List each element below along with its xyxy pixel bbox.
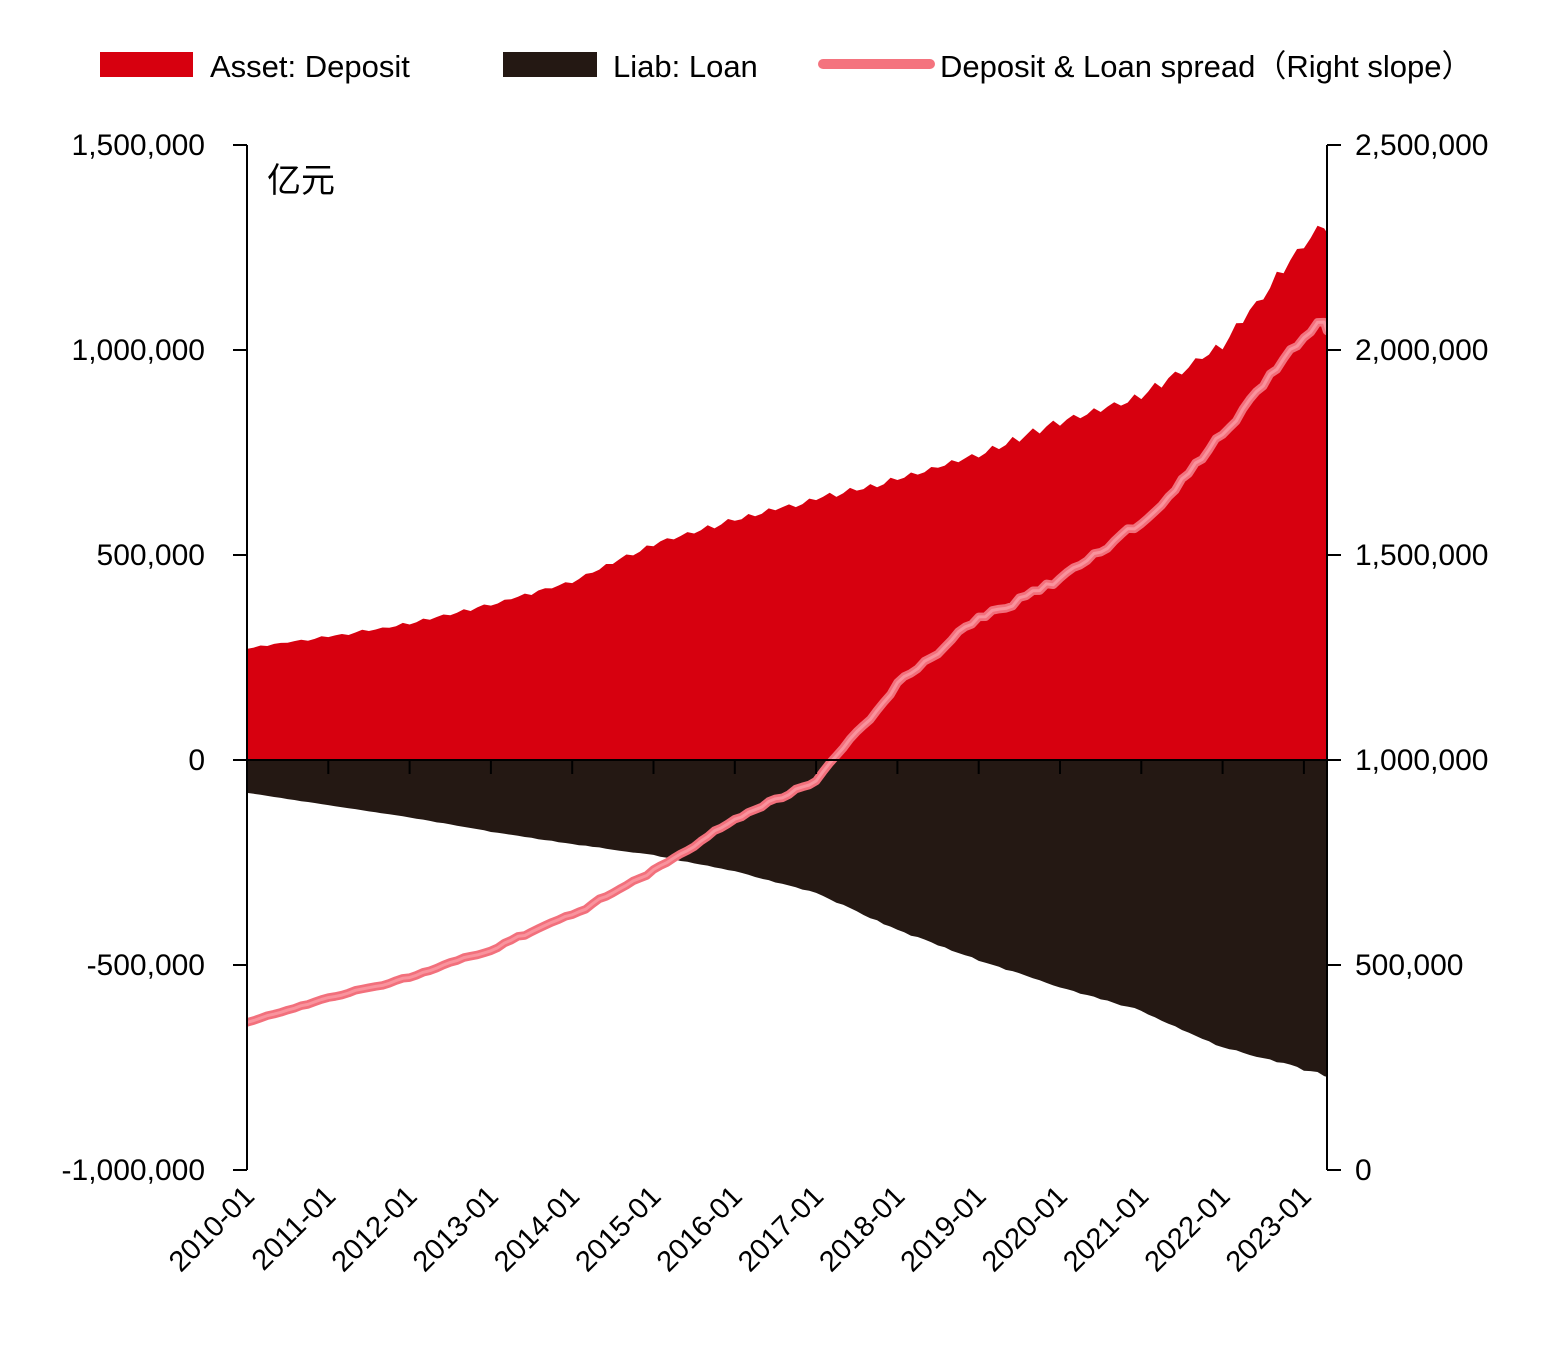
x-tick-label: 2020-01 bbox=[976, 1180, 1074, 1278]
left-tick-label: 1,000,000 bbox=[72, 334, 205, 367]
left-tick-label: 500,000 bbox=[97, 539, 205, 572]
x-tick-label: 2015-01 bbox=[570, 1180, 668, 1278]
legend-label-spread: Deposit & Loan spread（Right slope） bbox=[940, 49, 1472, 84]
plot-area bbox=[247, 225, 1327, 1077]
x-tick-label: 2017-01 bbox=[732, 1180, 830, 1278]
x-tick-label: 2019-01 bbox=[895, 1180, 993, 1278]
right-tick-label: 2,000,000 bbox=[1355, 334, 1488, 367]
loan-area-series bbox=[247, 760, 1327, 1077]
legend: Asset: Deposit Liab: Loan Deposit & Loan… bbox=[100, 49, 1472, 84]
right-tick-label: 1,000,000 bbox=[1355, 744, 1488, 777]
legend-label-deposit: Asset: Deposit bbox=[210, 49, 410, 84]
spread-line-highlight bbox=[247, 320, 1327, 1024]
x-tick-label: 2022-01 bbox=[1139, 1180, 1237, 1278]
left-tick-label: 1,500,000 bbox=[72, 129, 205, 162]
right-tick-label: 2,500,000 bbox=[1355, 129, 1488, 162]
x-tick-label: 2018-01 bbox=[813, 1180, 911, 1278]
legend-item-loan: Liab: Loan bbox=[503, 49, 758, 84]
left-axis-ticks: 1,500,000 1,000,000 500,000 0 -500,000 -1,000… bbox=[62, 129, 247, 1187]
x-tick-label: 2011-01 bbox=[246, 1180, 342, 1276]
right-tick-label: 500,000 bbox=[1355, 949, 1463, 982]
x-tick-label: 2023-01 bbox=[1220, 1180, 1318, 1278]
right-tick-label: 0 bbox=[1355, 1154, 1372, 1187]
left-tick-label: -500,000 bbox=[87, 949, 205, 982]
deposit-area-series bbox=[247, 225, 1327, 761]
right-tick-label: 1,500,000 bbox=[1355, 539, 1488, 572]
x-tick-label: 2013-01 bbox=[407, 1180, 505, 1278]
loan-swatch-icon bbox=[503, 52, 597, 77]
right-axis-ticks: 2,500,000 2,000,000 1,500,000 1,000,000 500,… bbox=[1327, 129, 1488, 1187]
left-axis-unit-label: 亿元 bbox=[267, 162, 335, 200]
legend-label-loan: Liab: Loan bbox=[613, 49, 758, 84]
left-tick-label: -1,000,000 bbox=[62, 1154, 205, 1187]
x-tick-label: 2010-01 bbox=[163, 1180, 261, 1278]
x-tick-label: 2016-01 bbox=[651, 1180, 749, 1278]
legend-item-spread: Deposit & Loan spread（Right slope） bbox=[818, 49, 1472, 84]
legend-item-deposit: Asset: Deposit bbox=[100, 49, 410, 84]
x-tick-label: 2012-01 bbox=[326, 1180, 424, 1278]
deposit-swatch-icon bbox=[100, 52, 193, 77]
x-tick-label: 2021-01 bbox=[1057, 1180, 1155, 1278]
left-tick-label: 0 bbox=[188, 744, 205, 777]
x-tick-label: 2014-01 bbox=[488, 1180, 586, 1278]
